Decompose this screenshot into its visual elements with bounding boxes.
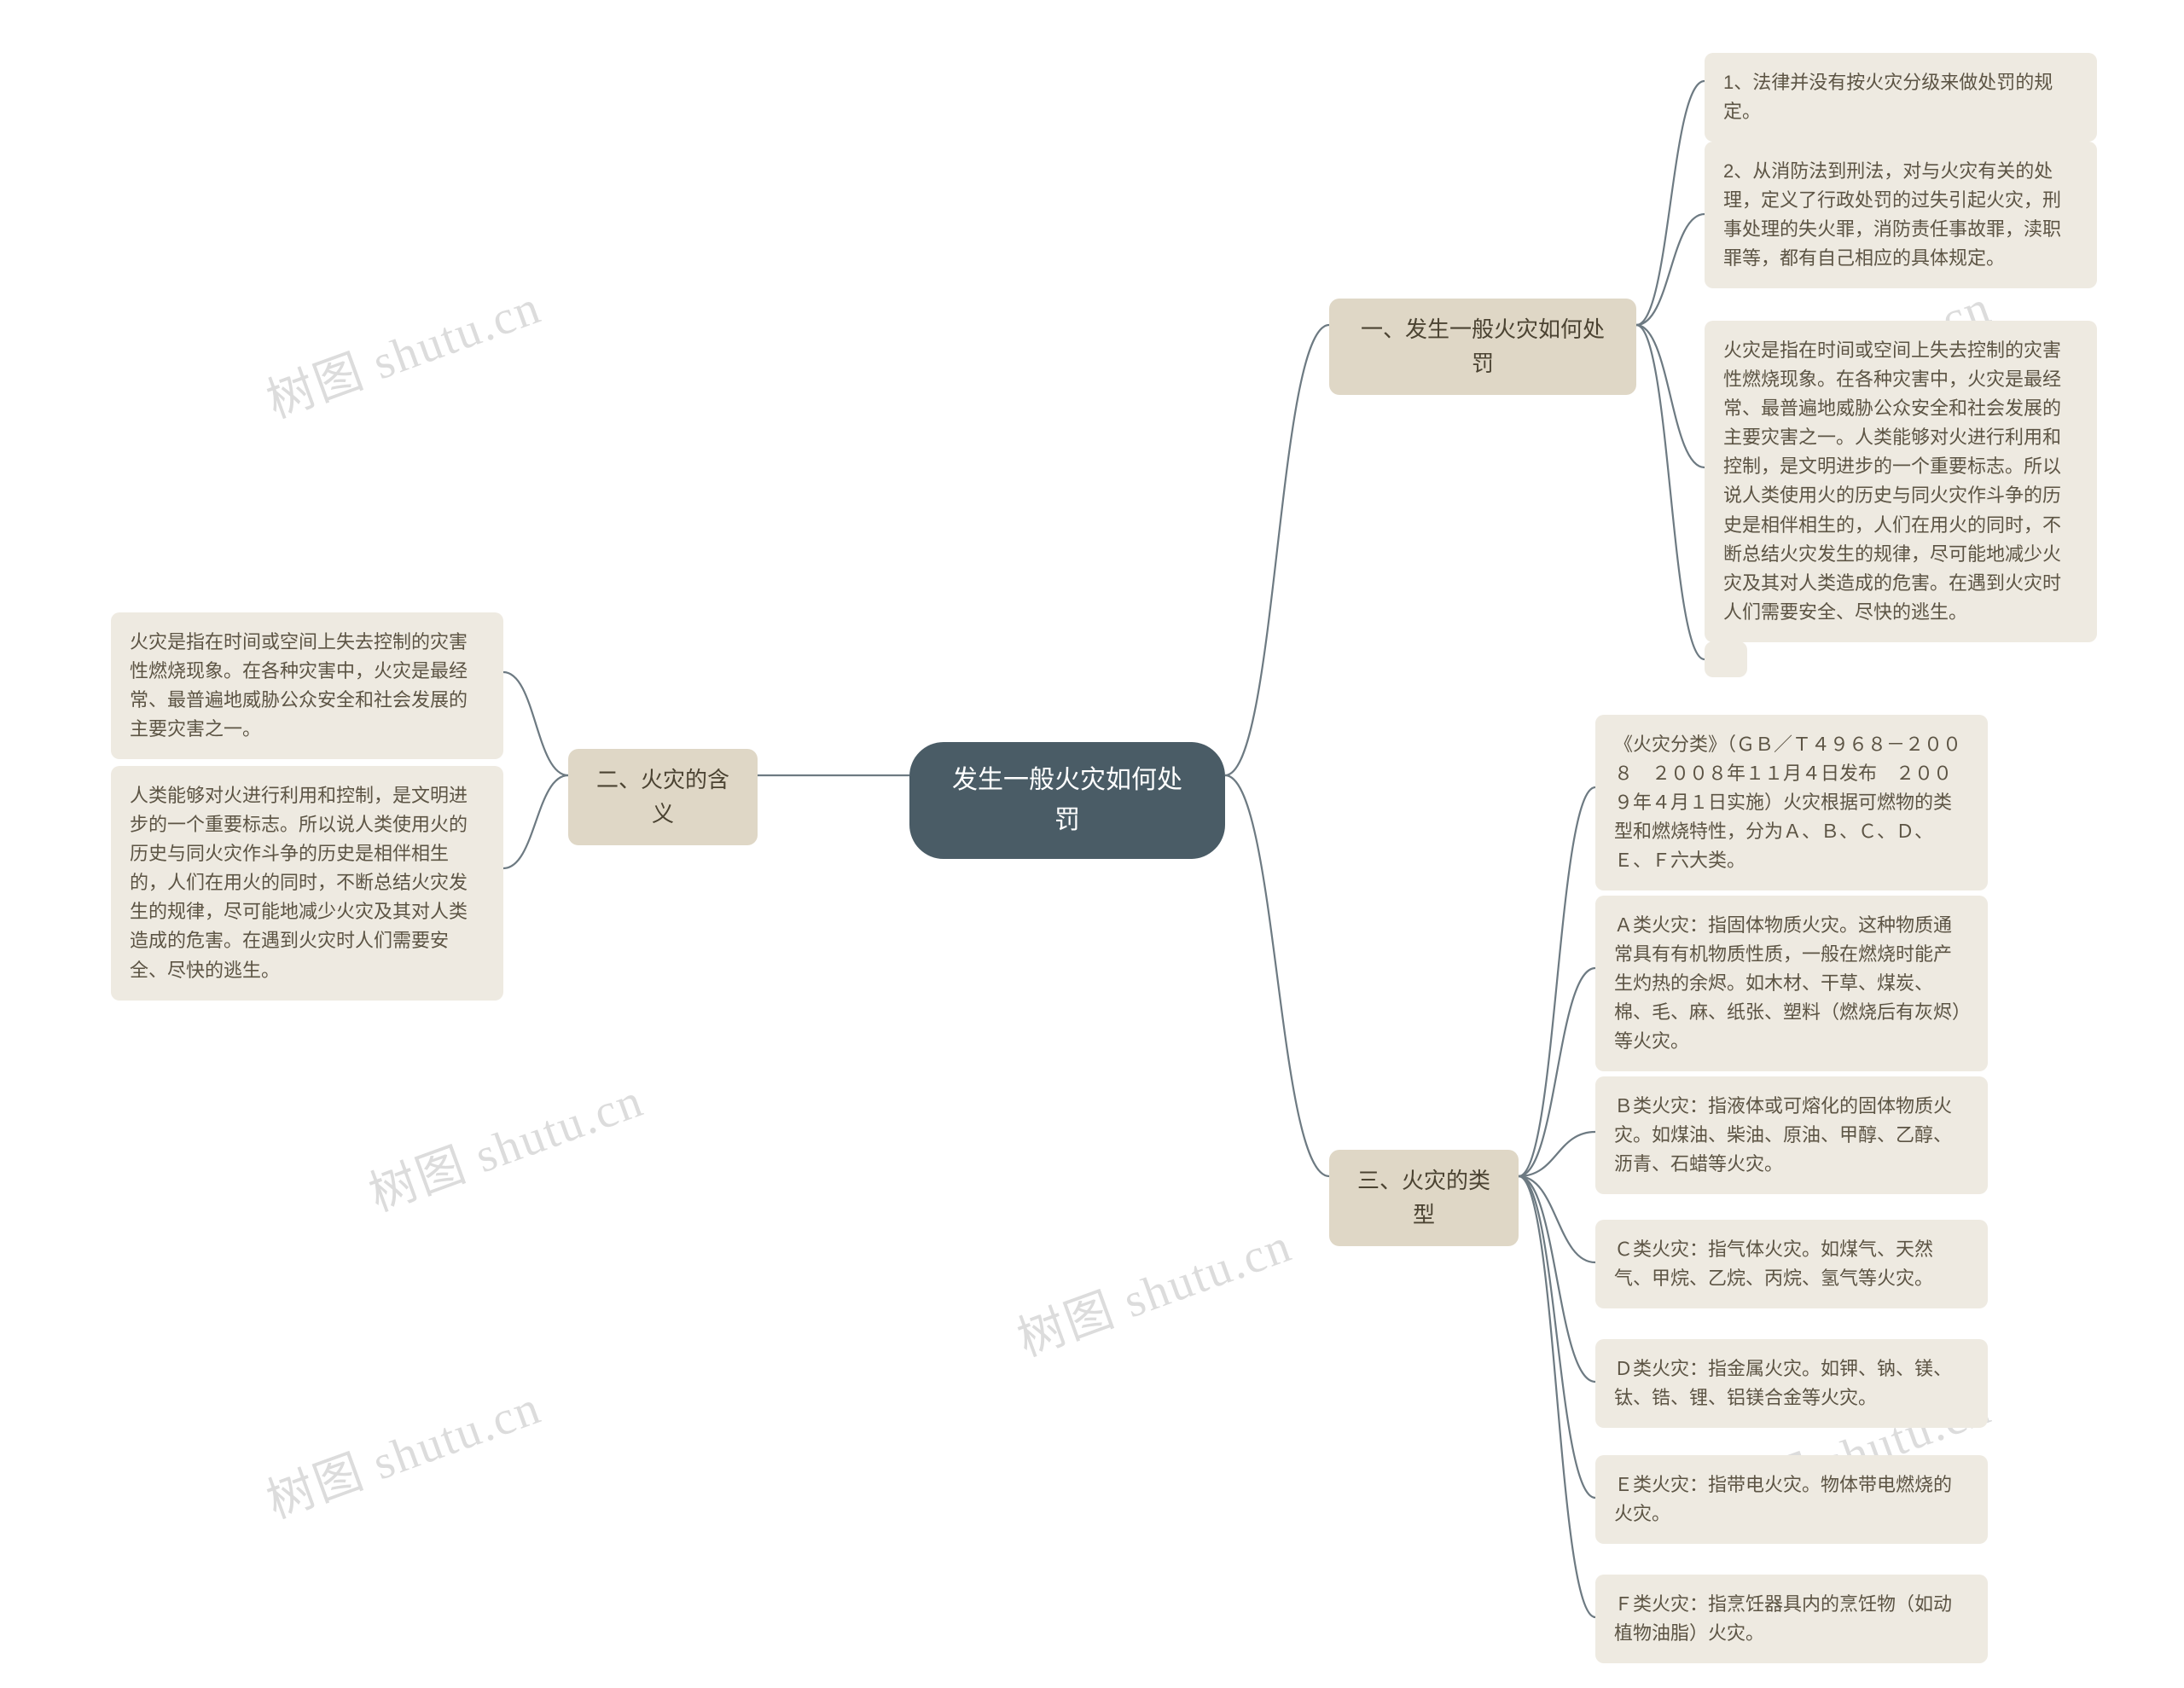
leaf-node[interactable]: Ａ类火灾：指固体物质火灾。这种物质通常具有有机物质性质，一般在燃烧时能产生灼热的… [1595,896,1988,1071]
branch-node-b2[interactable]: 二、火灾的含义 [568,749,758,845]
leaf-node[interactable]: 《火灾分类》（ＧＢ／Ｔ４９６８－２００８ ２００８年１１月４日发布 ２００９年４… [1595,715,1988,890]
leaf-node[interactable]: Ｄ类火灾：指金属火灾。如钾、钠、镁、钛、锆、锂、铝镁合金等火灾。 [1595,1339,1988,1428]
leaf-node[interactable]: Ｅ类火灾：指带电火灾。物体带电燃烧的火灾。 [1595,1455,1988,1544]
watermark: 树图 shutu.cn [256,1369,549,1532]
leaf-node[interactable]: Ｃ类火灾：指气体火灾。如煤气、天然气、甲烷、乙烷、丙烷、氢气等火灾。 [1595,1220,1988,1308]
leaf-node[interactable] [1705,641,1747,677]
leaf-node[interactable]: 火灾是指在时间或空间上失去控制的灾害性燃烧现象。在各种灾害中，火灾是最经常、最普… [111,612,503,759]
leaf-node[interactable]: 火灾是指在时间或空间上失去控制的灾害性燃烧现象。在各种灾害中，火灾是最经常、最普… [1705,321,2097,642]
watermark: 树图 shutu.cn [358,1062,652,1225]
root-node[interactable]: 发生一般火灾如何处罚 [909,742,1225,859]
leaf-node[interactable]: Ｆ类火灾：指烹饪器具内的烹饪物（如动植物油脂）火灾。 [1595,1575,1988,1663]
branch-node-b3[interactable]: 三、火灾的类型 [1329,1150,1519,1246]
watermark: 树图 shutu.cn [256,269,549,432]
leaf-node[interactable]: Ｂ类火灾：指液体或可熔化的固体物质火灾。如煤油、柴油、原油、甲醇、乙醇、沥青、石… [1595,1076,1988,1194]
leaf-node[interactable]: 人类能够对火进行利用和控制，是文明进步的一个重要标志。所以说人类使用火的历史与同… [111,766,503,1001]
leaf-node[interactable]: 2、从消防法到刑法，对与火灾有关的处理，定义了行政处罚的过失引起火灾，刑事处理的… [1705,142,2097,288]
branch-node-b1[interactable]: 一、发生一般火灾如何处罚 [1329,299,1636,395]
mindmap-canvas: 树图 shutu.cn 树图 shutu.cn 树图 shutu.cn 树图 shut… [0,0,2184,1688]
watermark: 树图 shutu.cn [1007,1207,1300,1370]
leaf-node[interactable]: 1、法律并没有按火灾分级来做处罚的规定。 [1705,53,2097,142]
